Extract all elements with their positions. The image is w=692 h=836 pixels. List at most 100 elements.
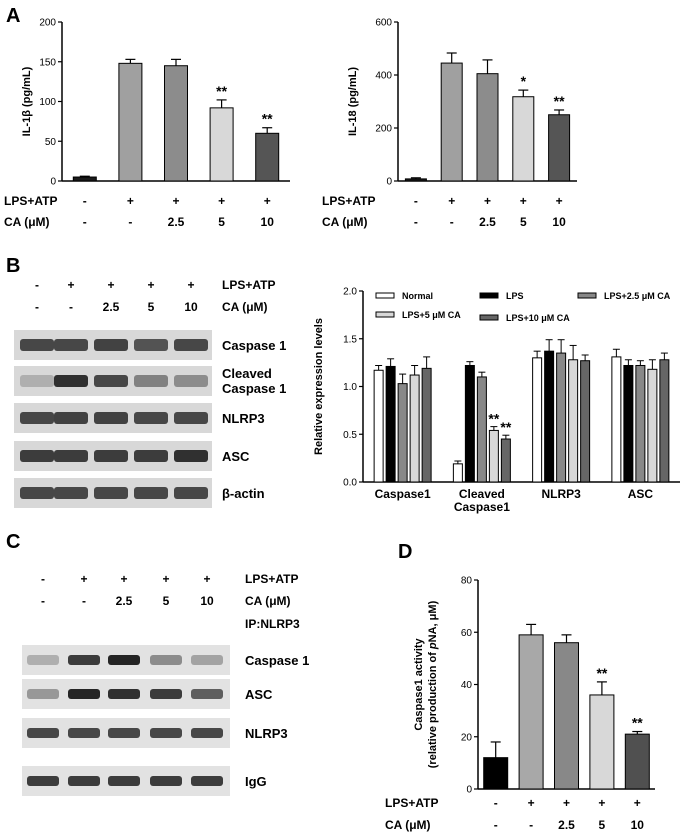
bar — [544, 350, 555, 483]
x-tick-label: Cleaved Caspase1 — [454, 487, 510, 514]
condition-label: LPS+ATP — [385, 796, 438, 810]
blot-band — [94, 412, 128, 424]
x-tick-label: Caspase1 — [375, 487, 431, 501]
bar — [488, 429, 499, 483]
bar — [464, 364, 475, 483]
blot-band — [174, 375, 208, 387]
condition-value: 2.5 — [116, 594, 133, 608]
blot-band — [108, 655, 140, 665]
y-axis-label: IL-1β (pg/mL) — [21, 66, 33, 136]
y-tick-label: 2.0 — [343, 287, 357, 298]
significance-label: ** — [554, 93, 565, 109]
x-tick-label: ASC — [628, 487, 654, 501]
bar — [500, 438, 511, 483]
significance-label: ** — [632, 715, 643, 731]
condition-value: + — [598, 796, 605, 810]
condition-value: + — [484, 194, 491, 208]
blot-band — [191, 776, 223, 786]
blot-row-label: IgG — [245, 774, 267, 789]
y-tick-label: 0 — [386, 177, 392, 188]
y-tick-label: 40 — [461, 680, 473, 691]
bar — [624, 733, 650, 790]
blot-band — [20, 487, 54, 499]
panel-label-d: D — [398, 541, 412, 563]
bar — [518, 634, 544, 790]
condition-value: 10 — [200, 594, 214, 608]
blot-band — [68, 728, 100, 738]
bar — [483, 757, 509, 790]
bar — [409, 374, 420, 483]
condition-value: - — [414, 194, 418, 208]
condition-value: + — [448, 194, 455, 208]
legend-label: LPS+10 μM CA — [506, 313, 570, 323]
blot-band — [174, 412, 208, 424]
bar — [164, 65, 188, 182]
condition-label: CA (μM) — [222, 300, 268, 314]
blot-band — [54, 450, 88, 462]
legend-swatch — [375, 292, 395, 299]
condition-label: CA (μM) — [322, 215, 368, 229]
bar — [118, 62, 143, 182]
bar — [476, 73, 499, 182]
condition-value: + — [563, 796, 570, 810]
condition-value: - — [494, 818, 498, 832]
x-tick-label-line: Cleaved — [459, 487, 505, 501]
blot-band — [68, 776, 100, 786]
blot-band — [94, 450, 128, 462]
blot-band — [20, 412, 54, 424]
condition-label: LPS+ATP — [245, 572, 298, 586]
blot-band — [68, 689, 100, 699]
y-axis-label: Relative expression levels — [313, 318, 325, 455]
bar — [255, 132, 280, 182]
significance-label: ** — [216, 83, 227, 99]
blot-band — [27, 728, 59, 738]
bar — [209, 107, 234, 182]
blot-row-label: Caspase 1 — [222, 338, 286, 353]
blot-band — [27, 776, 59, 786]
blot-band — [174, 450, 208, 462]
condition-label: CA (μM) — [4, 215, 50, 229]
condition-value: - — [41, 594, 45, 608]
blot-band — [54, 375, 88, 387]
bar — [568, 359, 579, 483]
condition-value: + — [634, 796, 641, 810]
condition-value: 10 — [552, 215, 566, 229]
condition-value: - — [83, 215, 87, 229]
bar — [659, 359, 670, 483]
blot-band — [94, 487, 128, 499]
condition-value: - — [529, 818, 533, 832]
panel-label-c: C — [6, 531, 20, 553]
condition-value: + — [172, 194, 179, 208]
significance-label: ** — [500, 419, 511, 435]
y-tick-label: 60 — [461, 628, 473, 639]
blot-band — [108, 776, 140, 786]
blot-band — [134, 375, 168, 387]
blot-band — [54, 412, 88, 424]
legend-swatch — [375, 311, 395, 318]
condition-value: - — [494, 796, 498, 810]
bar — [589, 694, 615, 790]
condition-value: - — [82, 594, 86, 608]
y-axis-label-part: (relative production of — [427, 649, 439, 768]
condition-value: 5 — [218, 215, 225, 229]
blot-band — [191, 655, 223, 665]
blot-band — [94, 375, 128, 387]
blot-band — [150, 728, 182, 738]
bar — [548, 114, 571, 182]
western-blot-b: - + + + + LPS+ATP- -2.5 5 10 CA (μM)Caspase 1Clea… — [14, 278, 286, 508]
bar — [532, 357, 543, 483]
blot-band — [54, 487, 88, 499]
condition-value: + — [67, 278, 74, 292]
condition-value: 2.5 — [558, 818, 575, 832]
blot-row-label-line2: Caspase 1 — [222, 381, 286, 396]
condition-value: - — [83, 194, 87, 208]
blot-band — [134, 412, 168, 424]
condition-value: 2.5 — [479, 215, 496, 229]
condition-value: - — [450, 215, 454, 229]
y-axis-label-part: NA, μM) — [427, 600, 439, 642]
y-tick-label: 1.0 — [343, 382, 357, 393]
bar — [611, 356, 622, 483]
panel-label-a: A — [6, 5, 20, 27]
condition-value: - — [128, 215, 132, 229]
caspase1-activity-chart: 0 20 40 60 80 Caspase1 activity (relative prod… — [385, 576, 655, 832]
